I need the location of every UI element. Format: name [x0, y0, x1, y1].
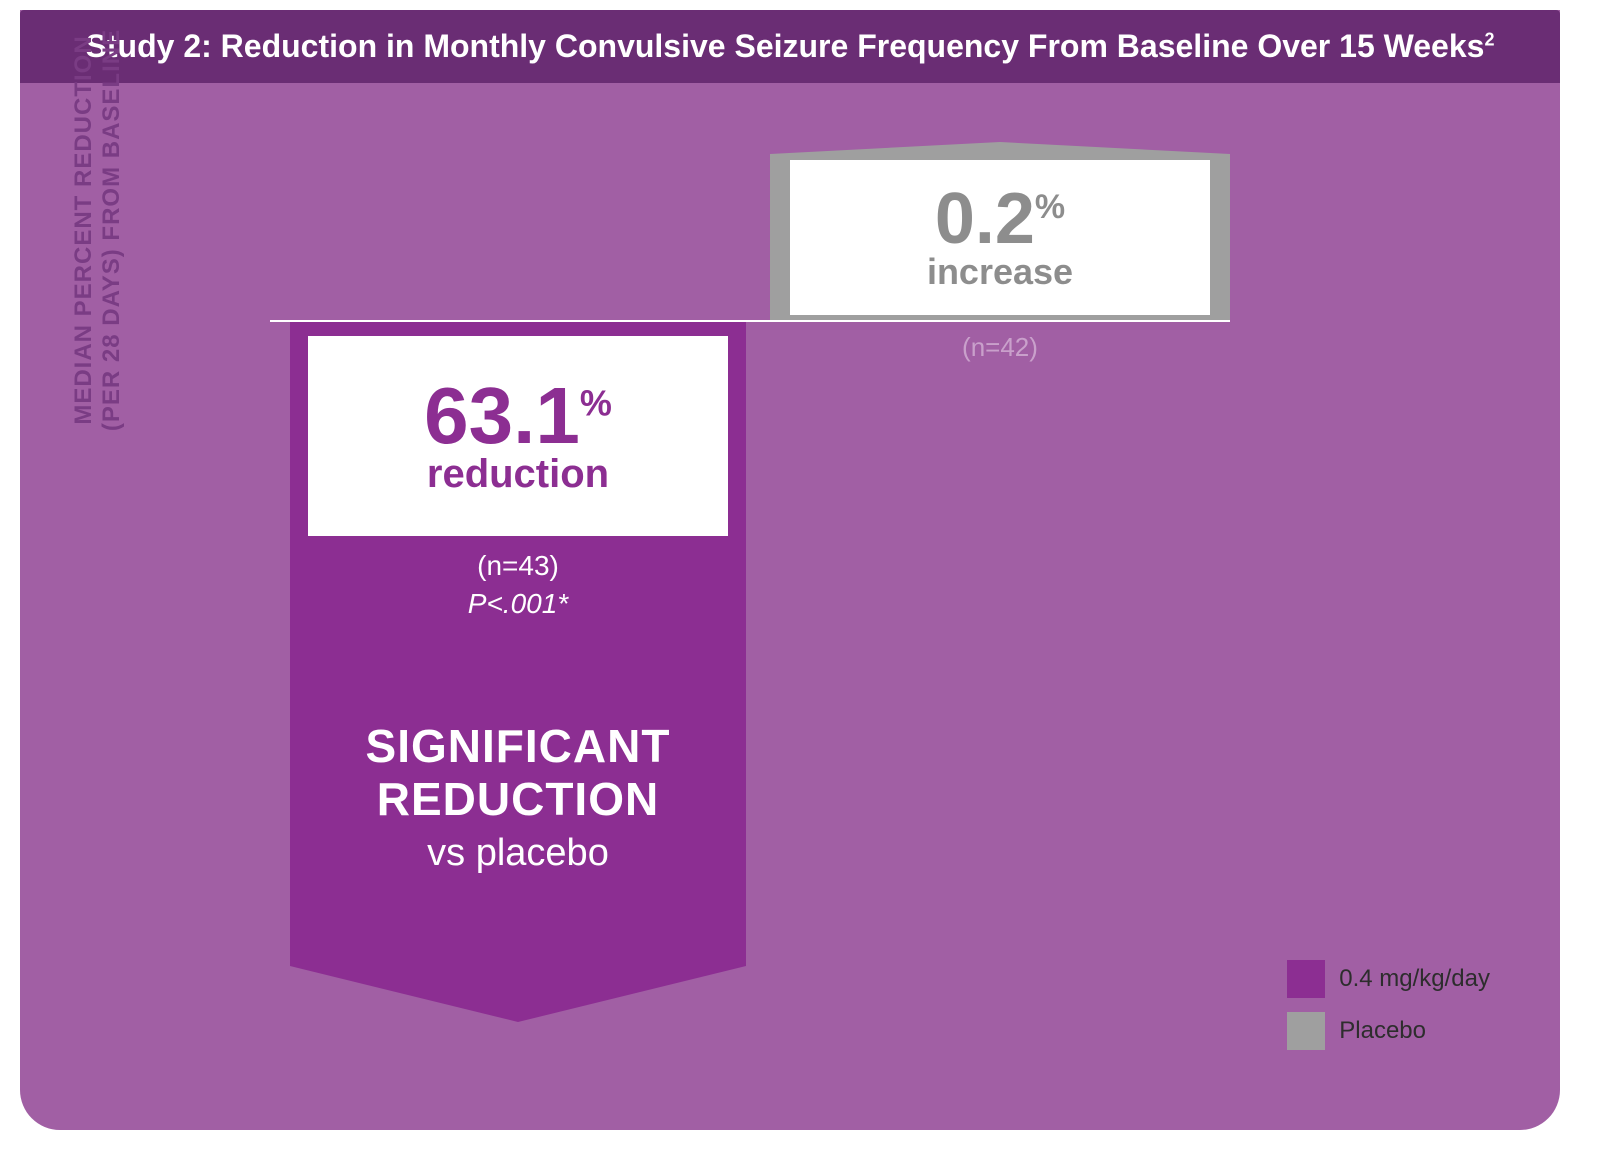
treatment-value-number: 63.1 [424, 371, 580, 460]
chart-title-bar: Study 2: Reduction in Monthly Convulsive… [20, 10, 1560, 83]
legend-label-treatment: 0.4 mg/kg/day [1339, 965, 1490, 993]
legend-item-treatment: 0.4 mg/kg/day [1287, 960, 1490, 998]
treatment-stats: (n=43) P<.001* [290, 550, 746, 620]
treatment-value: 63.1% [424, 376, 612, 456]
treatment-p-value: P<.001* [290, 588, 746, 620]
y-axis-line2: (PER 28 DAYS) FROM BASELINE [98, 0, 126, 500]
baseline-axis [270, 320, 1230, 322]
treatment-callout: SIGNIFICANT REDUCTION vs placebo [290, 720, 746, 875]
legend-swatch-treatment [1287, 960, 1325, 998]
chart-title-superscript: 2 [1484, 29, 1494, 49]
placebo-value-number: 0.2 [935, 179, 1035, 259]
treatment-direction-label: reduction [427, 452, 609, 497]
placebo-direction-label: increase [927, 251, 1073, 293]
placebo-value-box: 0.2% increase [790, 160, 1210, 315]
treatment-n-label: (n=43) [290, 550, 746, 582]
legend-item-placebo: Placebo [1287, 1012, 1490, 1050]
placebo-value-unit: % [1035, 188, 1065, 226]
chart-card: Study 2: Reduction in Monthly Convulsive… [20, 10, 1560, 1130]
treatment-callout-line2: REDUCTION [290, 773, 746, 826]
treatment-callout-line1: SIGNIFICANT [290, 720, 746, 773]
y-axis-line1: MEDIAN PERCENT REDUCTION [70, 35, 97, 424]
legend-swatch-placebo [1287, 1012, 1325, 1050]
placebo-value: 0.2% [935, 183, 1065, 255]
y-axis-label: MEDIAN PERCENT REDUCTION (PER 28 DAYS) F… [70, 0, 126, 500]
legend: 0.4 mg/kg/day Placebo [1287, 946, 1490, 1050]
treatment-callout-sub: vs placebo [290, 832, 746, 875]
treatment-value-box: 63.1% reduction [308, 336, 728, 536]
placebo-n-label: (n=42) [770, 332, 1230, 363]
chart-title-text: Study 2: Reduction in Monthly Convulsive… [86, 28, 1485, 64]
legend-label-placebo: Placebo [1339, 1017, 1426, 1045]
treatment-value-unit: % [580, 382, 612, 423]
